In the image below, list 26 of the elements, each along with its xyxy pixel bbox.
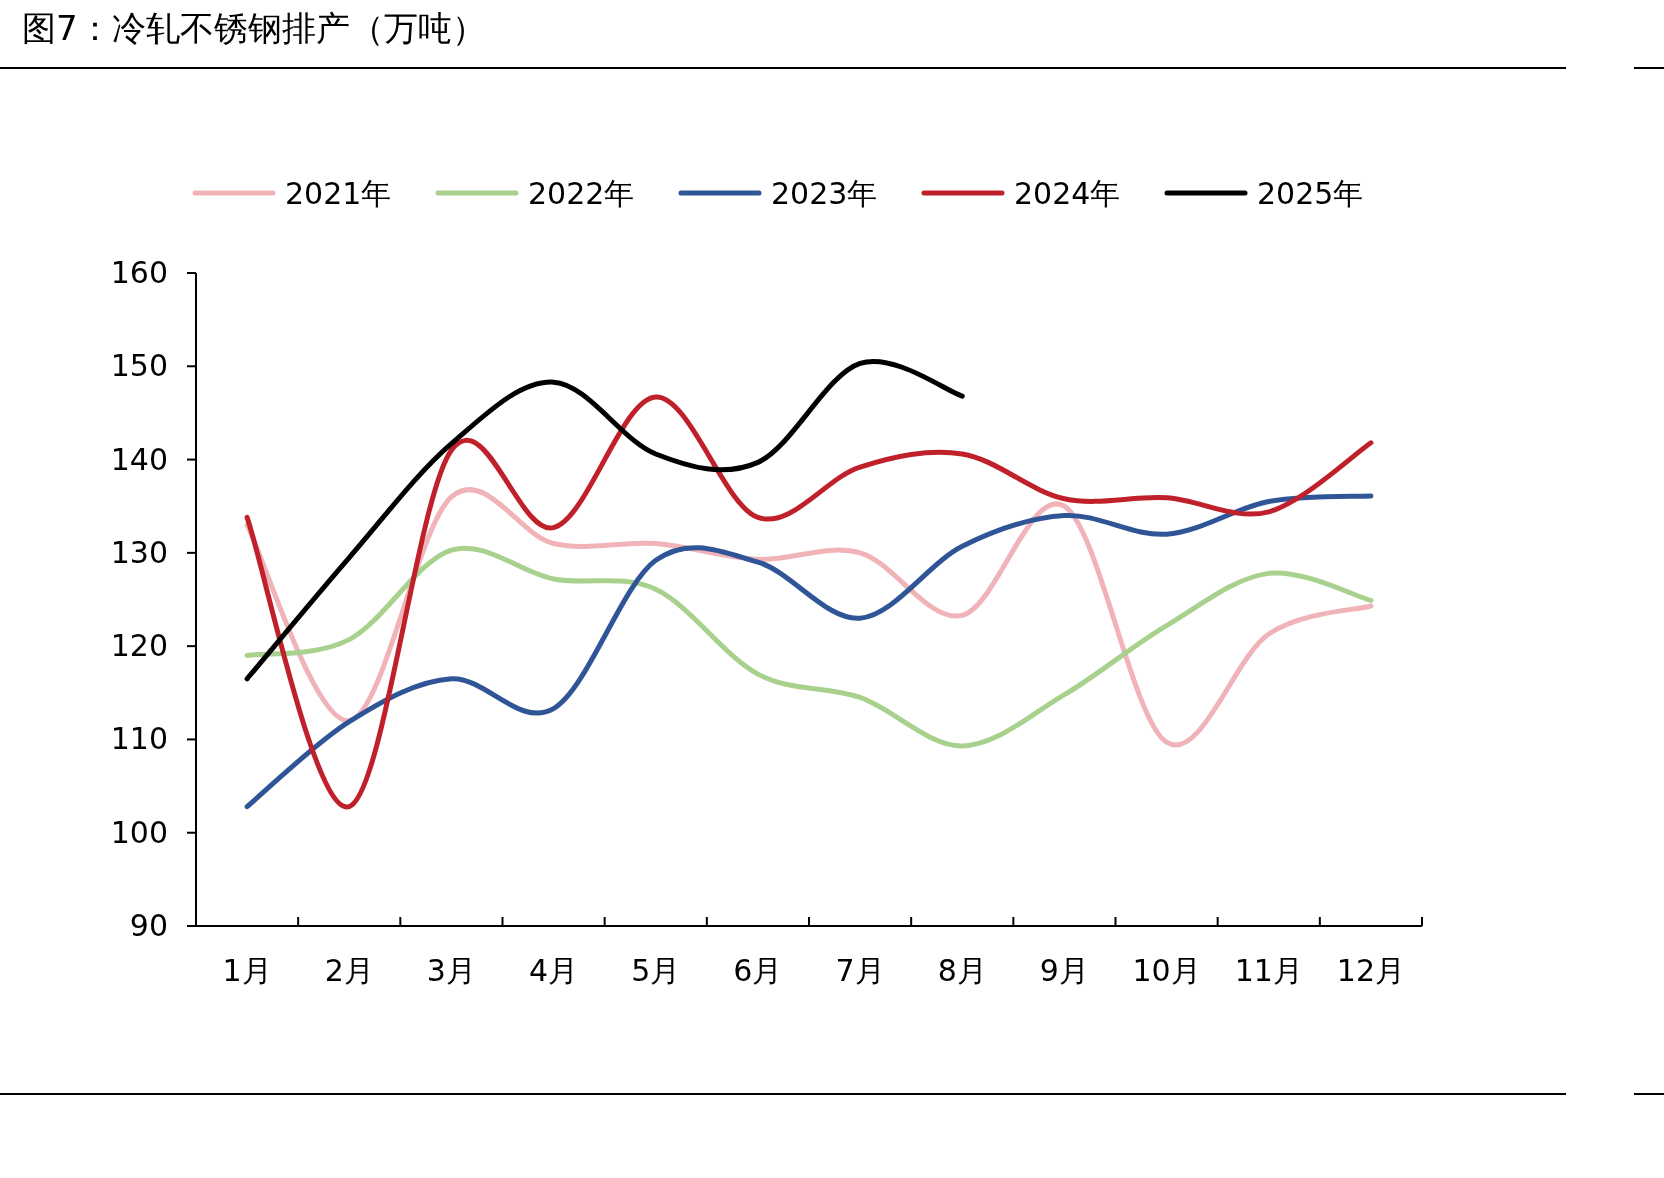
x-tick-label: 8月 [937, 953, 987, 988]
chart-title: 图7：冷轧不锈钢排产（万吨） [22, 8, 486, 48]
x-tick-label: 4月 [529, 953, 579, 988]
legend-label: 2024年 [1014, 176, 1121, 211]
legend-label: 2025年 [1257, 176, 1364, 211]
x-tick-label: 5月 [631, 953, 681, 988]
y-tick-label: 130 [110, 534, 168, 570]
x-tick-label: 6月 [733, 953, 783, 988]
x-tick-label: 12月 [1336, 953, 1406, 988]
x-tick-label: 11月 [1234, 953, 1303, 988]
y-tick-label: 150 [110, 348, 168, 384]
y-tick-label: 110 [110, 721, 168, 757]
legend-label: 2021年 [285, 176, 392, 211]
y-tick-label: 100 [110, 814, 168, 850]
y-tick-label: 90 [129, 908, 168, 943]
legend-label: 2022年 [528, 176, 635, 211]
x-tick-label: 1月 [222, 953, 272, 988]
x-tick-label: 2月 [324, 953, 374, 988]
y-tick-label: 160 [110, 255, 168, 290]
legend-label: 2023年 [771, 176, 878, 211]
x-tick-label: 7月 [835, 953, 885, 988]
y-tick-label: 140 [110, 441, 168, 477]
x-tick-label: 9月 [1039, 953, 1089, 988]
x-tick-label: 10月 [1132, 953, 1201, 988]
y-tick-label: 120 [110, 628, 168, 664]
x-tick-label: 3月 [426, 953, 476, 988]
